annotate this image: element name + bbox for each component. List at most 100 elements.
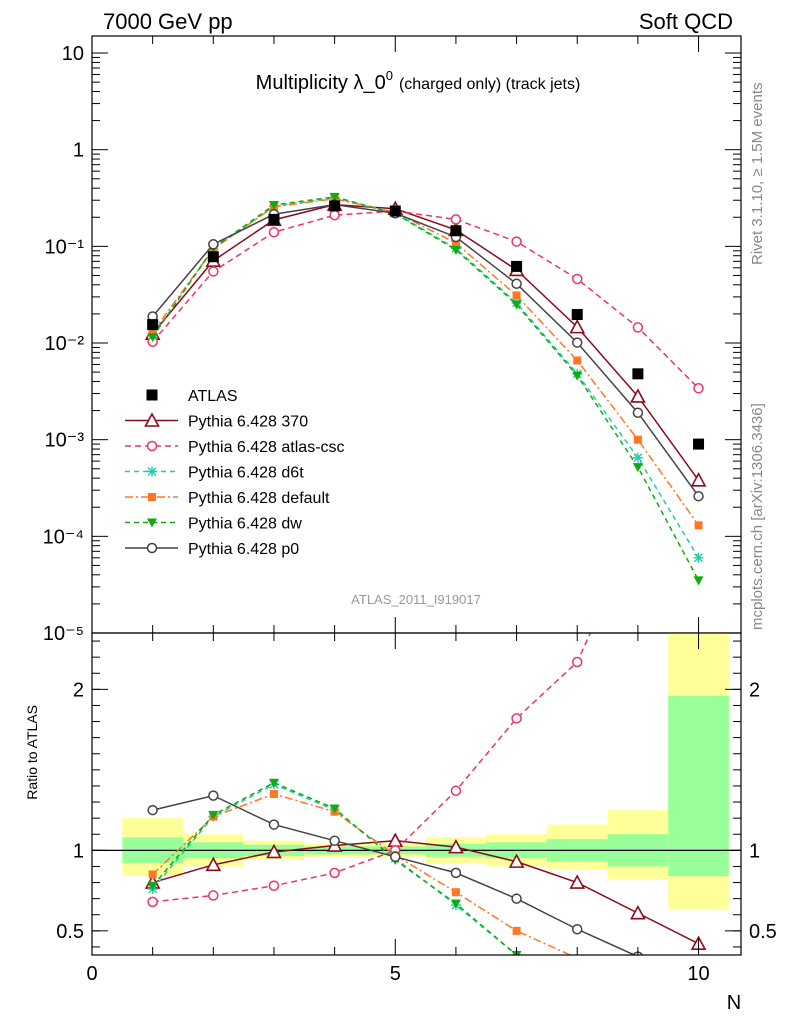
ratio-point-pythia-6-428-370	[387, 832, 404, 847]
data-point	[632, 368, 644, 380]
ratio-point-pythia-6-428-dw	[450, 899, 461, 909]
legend-marker	[147, 518, 157, 528]
legend-label: Pythia 6.428 atlas-csc	[188, 439, 345, 456]
ratio-panel: 0.5 0.5 1 1 2 2 0 5 10 Ratio to ATLAS N	[24, 632, 777, 1014]
ratio-line-pythia-6-428-default	[152, 793, 572, 955]
data-point	[450, 225, 462, 237]
mcplots-label: mcplots.cern.ch [arXiv:1306.3436]	[749, 403, 766, 630]
legend-label: Pythia 6.428 dw	[188, 516, 302, 533]
data-point	[511, 260, 523, 272]
ratio-point-pythia-6-428-p0	[390, 851, 401, 863]
data-point	[329, 200, 341, 212]
legend-marker	[147, 466, 157, 477]
line-pythia-6-428-370	[152, 203, 700, 481]
point-pythia-6-428-dw	[572, 371, 583, 381]
y-tick-label: 10⁻⁴	[43, 526, 84, 548]
point-pythia-6-428-d6t	[693, 552, 704, 563]
series-pythia-6-428-atlas-csc	[147, 205, 704, 394]
legend-marker	[146, 440, 158, 452]
line-pythia-6-428-default	[152, 198, 700, 526]
process-label: Soft QCD	[639, 9, 733, 34]
data-point	[693, 438, 705, 450]
ratio-point-pythia-6-428-default	[451, 888, 460, 897]
point-pythia-6-428-p0	[693, 490, 704, 502]
legend-item-pythia-6-428-dw: Pythia 6.428 dw	[125, 516, 302, 533]
point-pythia-6-428-atlas-csc	[571, 273, 583, 285]
point-pythia-6-428-atlas-csc	[329, 209, 340, 221]
ratio-point-pythia-6-428-370	[569, 874, 586, 889]
legend: ATLAS Pythia 6.428 370 Pythia 6.428 atlas-…	[125, 388, 345, 558]
ratio-frame	[91, 632, 742, 956]
y-tick-label: 10⁻⁵	[43, 623, 84, 645]
ratio-point-pythia-6-428-dw	[329, 804, 340, 814]
point-pythia-6-428-dw	[329, 192, 340, 202]
point-pythia-6-428-p0	[571, 337, 583, 348]
point-pythia-6-428-default	[633, 435, 642, 444]
ratio-point-pythia-6-428-atlas-csc	[571, 656, 583, 668]
data-point	[147, 319, 159, 331]
ratio-point-pythia-6-428-p0	[511, 893, 522, 904]
ratio-point-pythia-6-428-370	[508, 853, 525, 868]
point-pythia-6-428-370	[630, 388, 646, 403]
legend-marker	[146, 542, 158, 554]
ratio-point-pythia-6-428-default	[512, 926, 521, 935]
point-pythia-6-428-atlas-csc	[632, 322, 644, 333]
point-pythia-6-428-atlas-csc	[511, 236, 522, 247]
point-pythia-6-428-atlas-csc	[450, 214, 462, 225]
legend-marker	[144, 412, 160, 427]
point-pythia-6-428-p0	[632, 407, 644, 418]
ratio-y-tick-label: 0.5	[56, 921, 84, 943]
legend-item-pythia-6-428-atlas-csc: Pythia 6.428 atlas-csc	[125, 439, 345, 456]
ratio-y-tick-label-right: 0.5	[749, 921, 777, 943]
analysis-watermark: ATLAS_2011_I919017	[351, 592, 481, 607]
ratio-series-pythia-6-428-atlas-csc	[147, 633, 592, 908]
legend-label: Pythia 6.428 d6t	[188, 465, 304, 482]
ratio-point-pythia-6-428-dw	[147, 881, 158, 891]
legend-label: Pythia 6.428 370	[188, 414, 308, 431]
legend-marker	[146, 389, 158, 401]
main-title-superscript: 0	[386, 68, 393, 83]
uncertainty-band-inner	[668, 695, 729, 877]
line-pythia-6-428-atlas-csc	[152, 210, 700, 389]
point-pythia-6-428-default	[694, 521, 703, 530]
data-point	[207, 251, 219, 263]
point-pythia-6-428-dw	[268, 200, 279, 210]
ratio-point-pythia-6-428-370	[205, 856, 222, 872]
point-pythia-6-428-d6t	[632, 452, 643, 463]
ratio-y-tick-label-right: 2	[749, 679, 760, 701]
data-point	[268, 213, 280, 225]
y-tick-label: 1	[73, 140, 84, 162]
x-tick-label: 0	[86, 963, 97, 985]
ratio-y-tick-label-right: 1	[749, 840, 760, 862]
legend-label: ATLAS	[188, 388, 238, 405]
data-point	[571, 309, 583, 321]
main-title-suffix: (charged only) (track jets)	[399, 76, 580, 93]
ratio-y-label: Ratio to ATLAS	[24, 705, 40, 800]
point-pythia-6-428-dw	[450, 245, 461, 255]
ratio-point-pythia-6-428-p0	[571, 923, 583, 935]
ratio-point-pythia-6-428-atlas-csc	[511, 713, 522, 724]
point-pythia-6-428-dw	[147, 333, 158, 343]
y-tick-label: 10	[62, 43, 84, 65]
point-pythia-6-428-default	[148, 328, 157, 337]
legend-label: Pythia 6.428 p0	[188, 541, 299, 558]
point-pythia-6-428-dw	[511, 300, 522, 310]
legend-marker	[148, 493, 156, 501]
ratio-point-pythia-6-428-atlas-csc	[147, 896, 158, 908]
ratio-point-pythia-6-428-p0	[450, 867, 462, 879]
main-panel: 10⁻⁵ 10⁻⁴ 10⁻³ 10⁻² 10⁻¹ 1 10 Multiplicity λ_0…	[43, 35, 742, 645]
ratio-point-pythia-6-428-default	[269, 790, 278, 798]
main-title-text: Multiplicity λ_0	[256, 72, 386, 94]
legend-item-pythia-6-428-370: Pythia 6.428 370	[125, 412, 308, 431]
ratio-y-tick-label: 1	[73, 840, 84, 862]
point-pythia-6-428-default	[512, 291, 521, 300]
ratio-series-pythia-6-428-p0	[147, 790, 643, 955]
energy-label: 7000 GeV pp	[103, 9, 233, 34]
legend-item-pythia-6-428-p0: Pythia 6.428 p0	[125, 541, 299, 558]
line-pythia-6-428-dw	[152, 196, 700, 581]
y-tick-label: 10⁻³	[45, 430, 85, 452]
point-pythia-6-428-atlas-csc	[208, 266, 219, 277]
legend-item-pythia-6-428-d6t: Pythia 6.428 d6t	[125, 465, 304, 482]
